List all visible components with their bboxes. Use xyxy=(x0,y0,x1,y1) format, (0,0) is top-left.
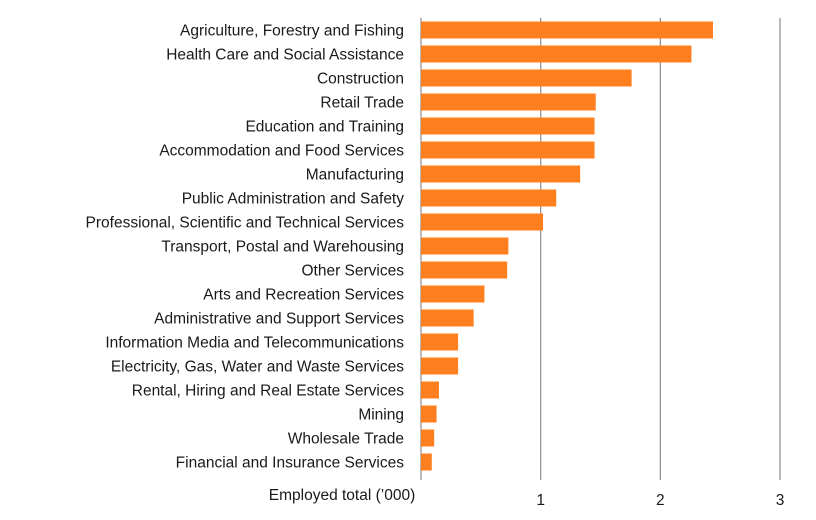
bar xyxy=(421,45,692,63)
bar xyxy=(421,453,432,471)
category-label: Health Care and Social Assistance xyxy=(166,47,404,64)
category-label: Information Media and Telecommunications xyxy=(105,335,404,352)
category-label: Retail Trade xyxy=(320,95,404,112)
tick-labels: 1 2 3 xyxy=(536,492,784,509)
bar xyxy=(421,285,485,303)
category-label: Rental, Hiring and Real Estate Services xyxy=(132,383,404,400)
bar xyxy=(421,69,632,87)
category-label: Education and Training xyxy=(245,119,404,136)
category-label: Other Services xyxy=(301,263,404,280)
bar xyxy=(421,189,557,207)
bar xyxy=(421,93,596,111)
bar xyxy=(421,165,581,183)
bar xyxy=(421,405,437,423)
bars xyxy=(421,21,713,471)
category-label: Arts and Recreation Services xyxy=(203,287,404,304)
category-label: Financial and Insurance Services xyxy=(176,455,405,472)
bar xyxy=(421,213,544,231)
category-label: Construction xyxy=(317,71,404,88)
category-label: Transport, Postal and Warehousing xyxy=(161,239,404,256)
bar xyxy=(421,237,509,255)
bar xyxy=(421,117,595,135)
category-labels: Agriculture, Forestry and Fishing Health … xyxy=(86,23,405,472)
bar xyxy=(421,429,435,447)
bar xyxy=(421,309,474,327)
category-label: Mining xyxy=(358,407,404,424)
category-label: Wholesale Trade xyxy=(288,431,404,448)
bar xyxy=(421,141,595,159)
category-label: Professional, Scientific and Technical S… xyxy=(86,215,405,232)
bar xyxy=(421,381,439,399)
category-label: Administrative and Support Services xyxy=(154,311,404,328)
x-tick-label: 1 xyxy=(536,492,545,509)
x-tick-label: 2 xyxy=(656,492,665,509)
category-label: Manufacturing xyxy=(306,167,404,184)
category-label: Electricity, Gas, Water and Waste Servic… xyxy=(111,359,404,376)
x-tick-label: 3 xyxy=(776,492,785,509)
bar xyxy=(421,357,459,375)
category-label: Accommodation and Food Services xyxy=(159,143,404,160)
x-axis-title: Employed total (’000) xyxy=(269,487,415,504)
category-label: Public Administration and Safety xyxy=(182,191,405,208)
bar xyxy=(421,333,459,351)
category-label: Agriculture, Forestry and Fishing xyxy=(180,23,404,40)
bar xyxy=(421,261,508,279)
bar xyxy=(421,21,713,39)
